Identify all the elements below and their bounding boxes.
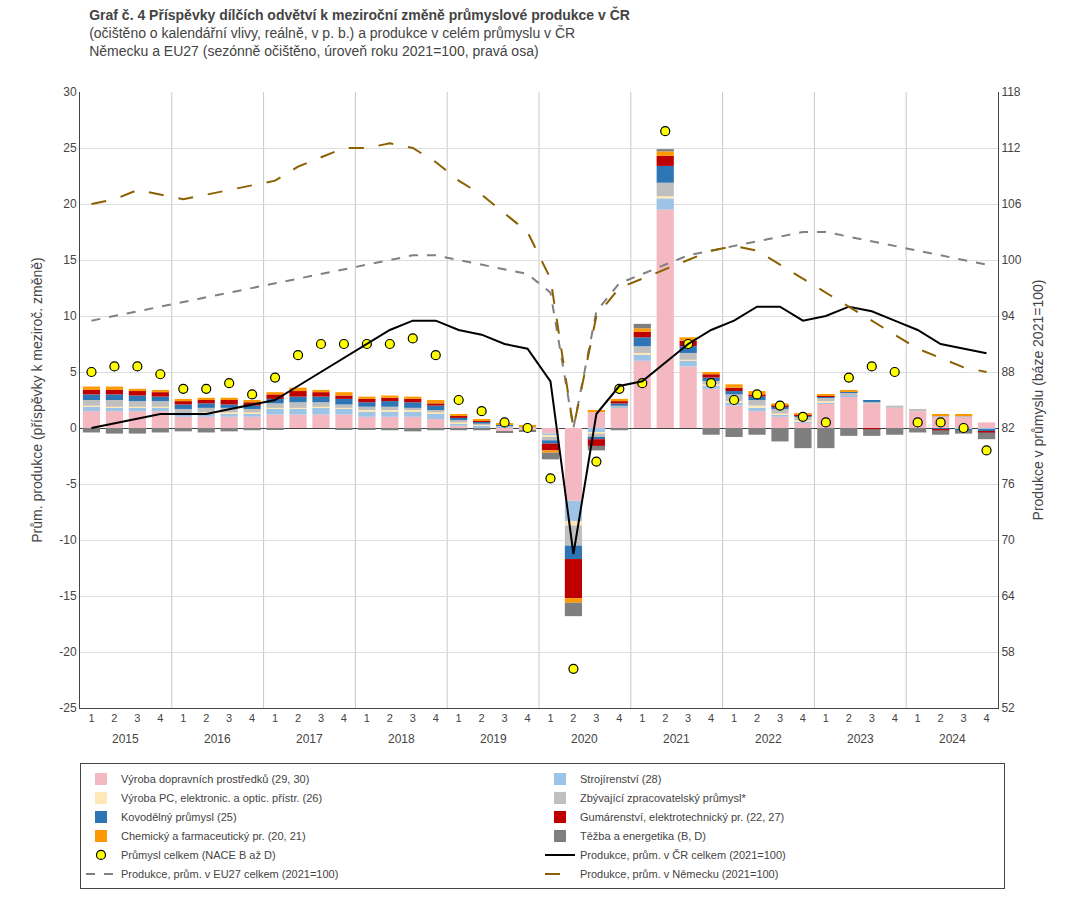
svg-text:-25: -25 [59, 701, 77, 715]
svg-text:1: 1 [456, 712, 462, 724]
svg-text:3: 3 [777, 712, 783, 724]
svg-text:4: 4 [892, 712, 898, 724]
svg-text:15: 15 [63, 253, 77, 267]
svg-text:Produkce, prům. v Německu (202: Produkce, prům. v Německu (2021=100) [580, 868, 778, 880]
svg-text:Gumárenství, elektrotechnický: Gumárenství, elektrotechnický pr. (22, 2… [580, 811, 784, 823]
svg-text:2018: 2018 [388, 732, 415, 746]
svg-text:58: 58 [1001, 645, 1015, 659]
svg-text:100: 100 [1001, 253, 1021, 267]
svg-text:2: 2 [479, 712, 485, 724]
svg-text:112: 112 [1001, 141, 1020, 155]
svg-text:4: 4 [157, 712, 163, 724]
svg-text:Chemický a farmaceutický pr. (: Chemický a farmaceutický pr. (20, 21) [121, 830, 306, 842]
svg-text:4: 4 [800, 712, 806, 724]
svg-text:1: 1 [547, 712, 553, 724]
svg-text:2015: 2015 [112, 732, 139, 746]
svg-text:4: 4 [341, 712, 347, 724]
svg-text:2: 2 [846, 712, 852, 724]
svg-text:2: 2 [203, 712, 209, 724]
svg-text:3: 3 [593, 712, 599, 724]
svg-text:2: 2 [662, 712, 668, 724]
svg-text:10: 10 [63, 309, 77, 323]
svg-text:2020: 2020 [571, 732, 598, 746]
svg-text:2023: 2023 [847, 732, 874, 746]
svg-text:2: 2 [570, 712, 576, 724]
svg-text:2024: 2024 [939, 732, 966, 746]
svg-text:Produkce v průmyslu (báze 2021: Produkce v průmyslu (báze 2021=100) [1030, 280, 1046, 521]
svg-text:Výroba PC, elektronic. a optic: Výroba PC, elektronic. a optic. přístr. … [121, 792, 322, 804]
svg-text:-10: -10 [59, 533, 77, 547]
svg-text:2: 2 [938, 712, 944, 724]
svg-text:0: 0 [70, 421, 77, 435]
svg-text:3: 3 [502, 712, 508, 724]
svg-text:Strojírenství (28): Strojírenství (28) [580, 773, 661, 785]
svg-text:2022: 2022 [755, 732, 782, 746]
svg-text:2017: 2017 [296, 732, 323, 746]
svg-text:118: 118 [1001, 85, 1020, 99]
svg-text:1: 1 [88, 712, 94, 724]
svg-text:2: 2 [111, 712, 117, 724]
svg-text:Produkce, prům. v EU27 celkem: Produkce, prům. v EU27 celkem (2021=100) [121, 868, 338, 880]
svg-text:1: 1 [272, 712, 278, 724]
svg-text:4: 4 [983, 712, 989, 724]
svg-text:94: 94 [1001, 309, 1015, 323]
svg-text:1: 1 [180, 712, 186, 724]
svg-text:-20: -20 [59, 645, 77, 659]
svg-text:2: 2 [754, 712, 760, 724]
svg-text:4: 4 [616, 712, 622, 724]
svg-text:1: 1 [364, 712, 370, 724]
svg-text:82: 82 [1001, 421, 1015, 435]
svg-text:64: 64 [1001, 589, 1015, 603]
svg-text:70: 70 [1001, 533, 1015, 547]
svg-text:Prům. produkce (příspěvky k me: Prům. produkce (příspěvky k meziroč. změ… [29, 257, 45, 543]
svg-text:76: 76 [1001, 477, 1015, 491]
svg-text:-5: -5 [66, 477, 77, 491]
svg-text:30: 30 [63, 85, 77, 99]
svg-text:Výroba dopravních prostředků (: Výroba dopravních prostředků (29, 30) [121, 773, 309, 785]
svg-text:Zbývající zpracovatelský průmy: Zbývající zpracovatelský průmysl* [580, 792, 746, 804]
svg-text:106: 106 [1001, 197, 1021, 211]
svg-text:2021: 2021 [663, 732, 690, 746]
svg-text:Těžba a energetika (B, D): Těžba a energetika (B, D) [580, 830, 706, 842]
svg-text:3: 3 [869, 712, 875, 724]
svg-text:Produkce, prům. v ČR celkem (2: Produkce, prům. v ČR celkem (2021=100) [580, 849, 786, 861]
svg-text:4: 4 [249, 712, 255, 724]
svg-text:4: 4 [524, 712, 530, 724]
svg-text:2: 2 [387, 712, 393, 724]
svg-text:3: 3 [226, 712, 232, 724]
svg-text:-15: -15 [59, 589, 77, 603]
svg-text:2019: 2019 [480, 732, 507, 746]
svg-text:4: 4 [433, 712, 439, 724]
svg-text:3: 3 [318, 712, 324, 724]
svg-text:1: 1 [823, 712, 829, 724]
svg-text:Průmysl celkem (NACE B až D): Průmysl celkem (NACE B až D) [121, 849, 276, 861]
svg-text:2: 2 [295, 712, 301, 724]
svg-text:20: 20 [63, 197, 77, 211]
svg-text:1: 1 [915, 712, 921, 724]
svg-text:Kovodělný průmysl (25): Kovodělný průmysl (25) [121, 811, 237, 823]
svg-text:1: 1 [639, 712, 645, 724]
svg-text:4: 4 [708, 712, 714, 724]
svg-text:25: 25 [63, 141, 77, 155]
svg-text:52: 52 [1001, 701, 1015, 715]
svg-text:2016: 2016 [204, 732, 231, 746]
svg-text:3: 3 [961, 712, 967, 724]
svg-text:Graf č. 4 Příspěvky dílčích od: Graf č. 4 Příspěvky dílčích odvětví k me… [89, 6, 630, 59]
svg-text:3: 3 [685, 712, 691, 724]
svg-text:3: 3 [410, 712, 416, 724]
svg-text:5: 5 [70, 365, 77, 379]
svg-text:3: 3 [134, 712, 140, 724]
svg-text:88: 88 [1001, 365, 1015, 379]
svg-text:1: 1 [731, 712, 737, 724]
